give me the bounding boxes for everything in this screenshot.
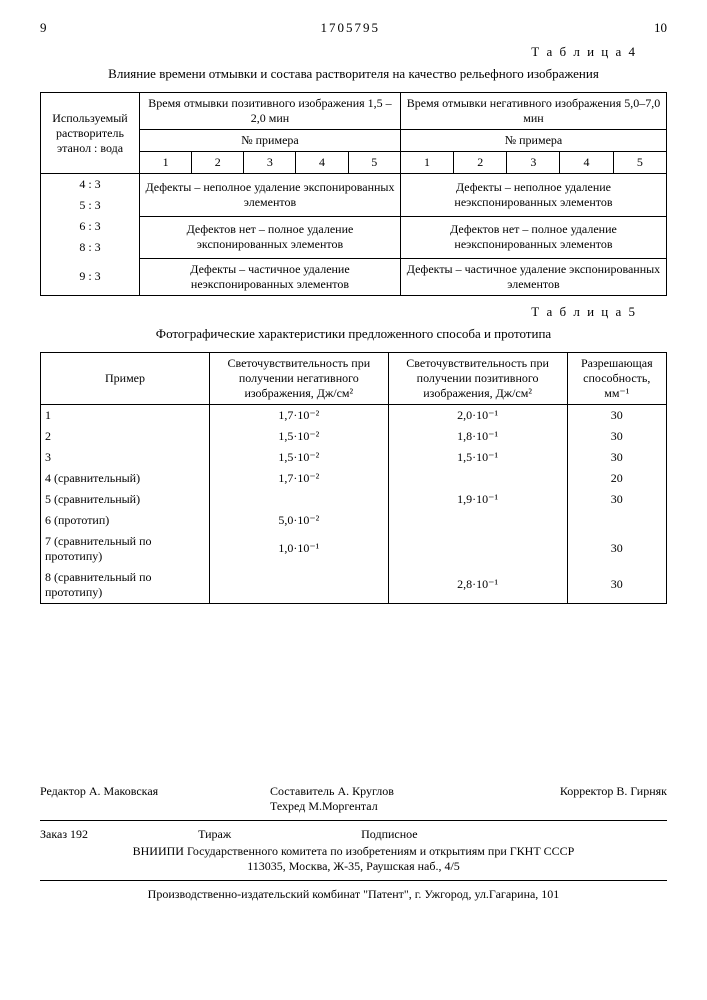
t5-cell [210, 567, 389, 604]
t5-col-sens-neg: Светочувствительность при получении нега… [210, 352, 389, 404]
org: ВНИИПИ Государственного комитета по изоб… [40, 844, 667, 859]
table4-label: Т а б л и ц а 4 [40, 44, 637, 60]
t5-cell: 1,5·10⁻¹ [388, 447, 567, 468]
t4-num: 1 [400, 152, 453, 174]
t4-cell: Дефектов нет – полное удаление неэкспони… [400, 216, 666, 258]
editor: Редактор А. Маковская [40, 784, 240, 814]
tirazh: Тираж [198, 827, 231, 842]
t4-ratio: 4 : 3 [41, 174, 140, 196]
t5-cell [388, 531, 567, 567]
t5-cell: 30 [567, 404, 666, 426]
t4-cell: Дефекты – частичное удаление экспонирова… [400, 258, 666, 295]
t4-num: 1 [140, 152, 192, 174]
t5-cell: 1,7·10⁻² [210, 404, 389, 426]
page-header: 9 1705795 10 [40, 20, 667, 36]
corrector: Корректор В. Гирняк [560, 784, 667, 814]
table5-label: Т а б л и ц а 5 [40, 304, 637, 320]
credits-block: Редактор А. Маковская Составитель А. Кру… [40, 784, 667, 902]
page-right: 10 [654, 20, 667, 36]
table4-title: Влияние времени отмывки и состава раство… [40, 66, 667, 82]
t4-num: 5 [348, 152, 400, 174]
t5-cell: 4 (сравнительный) [41, 468, 210, 489]
t5-cell: 1 [41, 404, 210, 426]
t4-ratio: 5 : 3 [41, 195, 140, 216]
t4-example-label-neg: № примера [400, 130, 666, 152]
t5-cell [388, 510, 567, 531]
t5-cell: 1,5·10⁻² [210, 426, 389, 447]
t5-cell: 30 [567, 447, 666, 468]
t4-col-neg-time: Время отмывки негативного изображения 5,… [400, 93, 666, 130]
table4: Используемый растворитель этанол : вода … [40, 92, 667, 296]
t5-col-sens-pos: Светочувствительность при получении пози… [388, 352, 567, 404]
addr: 113035, Москва, Ж-35, Раушская наб., 4/5 [40, 859, 667, 874]
compiler: Составитель А. Круглов [270, 784, 394, 799]
t5-cell: 1,8·10⁻¹ [388, 426, 567, 447]
t4-ratio: 6 : 3 [41, 216, 140, 237]
t4-cell: Дефекты – неполное удаление неэкспониров… [400, 174, 666, 217]
t4-ratio: 9 : 3 [41, 258, 140, 295]
t4-num: 2 [192, 152, 244, 174]
t4-cell: Дефекты – частичное удаление неэкспониро… [140, 258, 401, 295]
doc-number: 1705795 [47, 20, 655, 36]
t4-cell: Дефекты – неполное удаление экспонирован… [140, 174, 401, 217]
t5-cell [210, 489, 389, 510]
t5-cell: 3 [41, 447, 210, 468]
t5-cell: 5,0·10⁻² [210, 510, 389, 531]
t5-cell [567, 510, 666, 531]
t5-cell: 1,7·10⁻² [210, 468, 389, 489]
t5-cell: 30 [567, 489, 666, 510]
t4-num: 4 [560, 152, 613, 174]
t5-cell: 2 [41, 426, 210, 447]
t5-col-example: Пример [41, 352, 210, 404]
subscr: Подписное [361, 827, 418, 842]
t5-cell: 6 (прототип) [41, 510, 210, 531]
t5-col-resolution: Разрешающая способность, мм⁻¹ [567, 352, 666, 404]
t4-num: 5 [613, 152, 666, 174]
t5-cell: 30 [567, 531, 666, 567]
t4-example-label-pos: № примера [140, 130, 401, 152]
t5-cell: 30 [567, 567, 666, 604]
t5-cell: 5 (сравнительный) [41, 489, 210, 510]
order: Заказ 192 [40, 827, 88, 842]
t4-num: 4 [296, 152, 348, 174]
t5-cell: 2,0·10⁻¹ [388, 404, 567, 426]
t4-num: 3 [507, 152, 560, 174]
t5-cell: 8 (сравнительный по прототипу) [41, 567, 210, 604]
t4-cell: Дефектов нет – полное удаление экспониро… [140, 216, 401, 258]
t5-cell: 30 [567, 426, 666, 447]
printer: Производственно-издательский комбинат "П… [40, 887, 667, 902]
t5-cell: 1,9·10⁻¹ [388, 489, 567, 510]
t5-cell: 20 [567, 468, 666, 489]
t5-cell: 7 (сравнительный по прототипу) [41, 531, 210, 567]
table5-title: Фотографические характеристики предложен… [40, 326, 667, 342]
t4-col-pos-time: Время отмывки позитивного изображения 1,… [140, 93, 401, 130]
table5: Пример Светочувствительность при получен… [40, 352, 667, 604]
t4-col-solvent: Используемый растворитель этанол : вода [41, 93, 140, 174]
techred: Техред М.Моргентал [270, 799, 394, 814]
t4-num: 3 [244, 152, 296, 174]
t5-cell: 1,0·10⁻¹ [210, 531, 389, 567]
t4-num: 2 [454, 152, 507, 174]
t4-ratio: 8 : 3 [41, 237, 140, 258]
t5-cell: 2,8·10⁻¹ [388, 567, 567, 604]
t5-cell: 1,5·10⁻² [210, 447, 389, 468]
t5-cell [388, 468, 567, 489]
